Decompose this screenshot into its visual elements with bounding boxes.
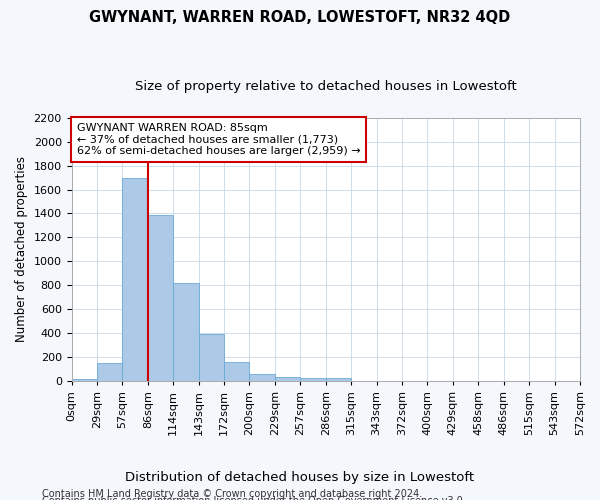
Bar xyxy=(97,363,122,381)
Bar xyxy=(148,214,173,381)
Title: Size of property relative to detached houses in Lowestoft: Size of property relative to detached ho… xyxy=(135,80,517,93)
Bar xyxy=(301,378,326,381)
Bar xyxy=(199,334,224,381)
Bar xyxy=(71,379,97,381)
Bar xyxy=(275,378,301,381)
Bar xyxy=(250,374,275,381)
Bar xyxy=(173,283,199,381)
Bar xyxy=(224,362,250,381)
Text: Contains public sector information licensed under the Open Government Licence v3: Contains public sector information licen… xyxy=(42,496,466,500)
Text: Contains HM Land Registry data © Crown copyright and database right 2024.: Contains HM Land Registry data © Crown c… xyxy=(42,489,422,499)
Bar xyxy=(122,178,148,381)
Text: GWYNANT, WARREN ROAD, LOWESTOFT, NR32 4QD: GWYNANT, WARREN ROAD, LOWESTOFT, NR32 4Q… xyxy=(89,10,511,25)
Text: Distribution of detached houses by size in Lowestoft: Distribution of detached houses by size … xyxy=(125,471,475,484)
Bar xyxy=(326,378,351,381)
Y-axis label: Number of detached properties: Number of detached properties xyxy=(15,156,28,342)
Text: GWYNANT WARREN ROAD: 85sqm
← 37% of detached houses are smaller (1,773)
62% of s: GWYNANT WARREN ROAD: 85sqm ← 37% of deta… xyxy=(77,123,360,156)
